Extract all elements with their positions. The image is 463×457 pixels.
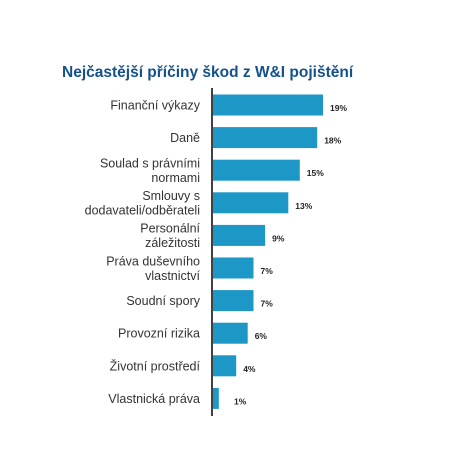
category-label-7: Soudní spory xyxy=(126,294,200,308)
category-label-8: Provozní rizika xyxy=(118,327,200,341)
category-label-line: Vlastnická práva xyxy=(108,392,200,406)
category-label-line: Životní prostředí xyxy=(110,358,201,373)
bar-3 xyxy=(213,159,300,181)
category-label-line: Smlouvy s xyxy=(142,189,200,203)
value-label-7: 7% xyxy=(261,299,274,309)
value-label-10: 1% xyxy=(234,396,247,406)
category-label-line: Soudní spory xyxy=(126,294,200,308)
category-label-line: Finanční výkazy xyxy=(110,99,200,113)
category-label-4: Smlouvy s dodavateli/odběrateli xyxy=(85,189,200,218)
value-label-6: 7% xyxy=(261,266,274,276)
category-label-line: Soulad s právními xyxy=(100,156,200,170)
labels-group: Finanční výkazy Daně Soulad s právními norm… xyxy=(85,99,201,406)
category-label-2: Daně xyxy=(170,131,200,145)
category-label-line: záležitosti xyxy=(145,236,200,250)
category-label-line: dodavateli/odběrateli xyxy=(85,204,200,218)
category-label-line: Personální xyxy=(140,222,200,236)
value-label-1: 19% xyxy=(330,103,347,113)
value-label-5: 9% xyxy=(272,233,285,243)
bar-5 xyxy=(213,224,266,246)
value-label-4: 13% xyxy=(295,201,312,211)
category-label-line: Práva duševního xyxy=(106,254,200,268)
bar-7 xyxy=(213,290,254,312)
bar-4 xyxy=(213,192,289,214)
bar-1 xyxy=(213,94,323,116)
chart-title: Nejčastější příčiny škod z W&I pojištění xyxy=(62,64,354,81)
value-label-2: 18% xyxy=(324,136,341,146)
category-label-line: normami xyxy=(151,171,200,185)
category-label-1: Finanční výkazy xyxy=(110,99,200,113)
bar-10 xyxy=(213,387,219,409)
category-label-10: Vlastnická práva xyxy=(108,392,200,406)
category-label-line: Daně xyxy=(170,131,200,145)
bars-group: 19% 18% 15% 13% 9% 7% 7% 6% 4% 1% xyxy=(213,94,347,409)
bar-2 xyxy=(213,127,318,149)
category-label-6: Práva duševního vlastnictví xyxy=(106,254,200,283)
category-label-line: vlastnictví xyxy=(145,269,200,283)
value-label-9: 4% xyxy=(243,364,256,374)
category-label-line: Provozní rizika xyxy=(118,327,200,341)
bar-9 xyxy=(213,355,237,377)
value-label-8: 6% xyxy=(255,331,268,341)
value-label-3: 15% xyxy=(307,168,324,178)
category-label-3: Soulad s právními normami xyxy=(100,156,200,185)
category-label-9: Životní prostředí xyxy=(110,358,201,373)
category-label-5: Personální záležitosti xyxy=(140,222,200,251)
bar-8 xyxy=(213,322,248,344)
bar-6 xyxy=(213,257,254,279)
